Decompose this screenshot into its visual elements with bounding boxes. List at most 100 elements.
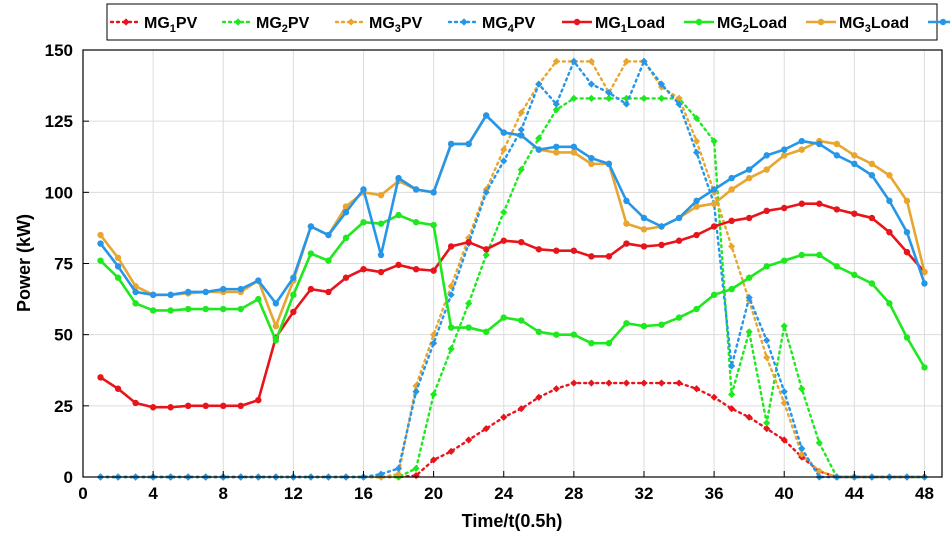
data-point <box>763 152 770 159</box>
data-point <box>605 89 613 97</box>
data-point <box>535 80 543 88</box>
legend-label: MG2PV <box>256 15 310 35</box>
data-point <box>377 191 385 199</box>
data-point <box>552 385 560 393</box>
data-point <box>903 197 911 205</box>
data-point <box>500 237 507 244</box>
data-point <box>412 464 420 473</box>
data-point <box>202 288 209 296</box>
data-point <box>692 148 701 157</box>
data-point <box>570 94 578 102</box>
data-point <box>622 100 631 108</box>
data-point <box>447 291 455 299</box>
data-point <box>517 165 525 174</box>
legend-box <box>106 3 938 41</box>
data-point <box>570 331 578 338</box>
data-point <box>430 331 438 339</box>
data-point <box>781 146 788 153</box>
data-point <box>114 385 122 392</box>
data-point <box>412 186 420 193</box>
data-point <box>587 94 595 102</box>
data-point <box>500 157 508 165</box>
legend-label: MG1PV <box>144 15 198 35</box>
data-point <box>710 137 718 145</box>
data-point <box>605 253 613 260</box>
data-point <box>640 379 648 387</box>
data-point <box>657 94 666 102</box>
data-point <box>535 393 543 401</box>
legend-marker <box>347 18 355 26</box>
x-axis-label: Time/t(0.5h) <box>462 511 563 531</box>
data-point <box>903 334 911 341</box>
data-point <box>132 288 139 296</box>
data-point <box>430 189 437 196</box>
data-point <box>167 291 174 299</box>
data-point <box>465 238 472 246</box>
data-point <box>447 447 455 455</box>
x-tick-label: 8 <box>219 484 228 503</box>
data-point <box>588 340 595 347</box>
data-point <box>640 214 648 222</box>
data-point <box>535 146 542 153</box>
data-point <box>657 80 666 88</box>
data-point <box>430 267 437 274</box>
legend-label: MG1Load <box>595 15 665 35</box>
data-point <box>97 240 104 247</box>
data-point <box>587 379 595 387</box>
data-point <box>763 425 771 433</box>
data-point <box>588 154 595 162</box>
data-point <box>728 405 736 413</box>
data-point <box>307 250 315 257</box>
data-point <box>500 146 508 154</box>
data-point <box>780 436 788 444</box>
data-point <box>780 388 788 396</box>
data-point <box>675 214 683 222</box>
data-point <box>518 132 525 139</box>
data-point <box>815 467 823 475</box>
data-point <box>587 80 595 88</box>
legend-label: MG2Load <box>717 15 787 35</box>
data-point <box>745 274 753 281</box>
data-point <box>728 174 735 182</box>
data-point <box>290 291 297 299</box>
data-point <box>360 265 367 273</box>
data-point <box>114 254 122 262</box>
x-tick-label: 36 <box>705 484 724 503</box>
series-mg4-load <box>97 112 928 307</box>
data-point <box>570 143 578 150</box>
data-point <box>377 470 385 478</box>
legend-item: MG2PV <box>221 15 310 35</box>
data-point <box>658 223 665 230</box>
data-point <box>798 200 805 207</box>
data-point <box>623 197 630 205</box>
data-point <box>167 404 174 411</box>
data-point <box>395 261 402 269</box>
data-point <box>886 228 893 236</box>
data-point <box>202 305 209 313</box>
data-point <box>640 243 648 250</box>
data-point <box>290 308 297 316</box>
data-point <box>500 208 508 216</box>
data-point <box>202 402 209 410</box>
data-point <box>97 257 104 264</box>
data-point <box>97 374 104 381</box>
data-point <box>377 251 385 259</box>
data-point <box>588 160 595 168</box>
data-point <box>465 324 472 331</box>
legend-item: MG3Load <box>806 15 909 35</box>
x-tick-label: 44 <box>845 484 864 503</box>
data-point <box>483 328 490 336</box>
legend-marker <box>817 18 825 26</box>
data-point <box>517 126 525 134</box>
data-point <box>675 94 683 102</box>
data-point <box>272 337 280 344</box>
data-point <box>552 106 560 114</box>
data-point <box>430 456 438 464</box>
data-point <box>745 328 753 336</box>
data-point <box>623 220 630 227</box>
data-point <box>833 140 841 148</box>
data-point <box>763 166 770 173</box>
data-point <box>570 149 578 156</box>
